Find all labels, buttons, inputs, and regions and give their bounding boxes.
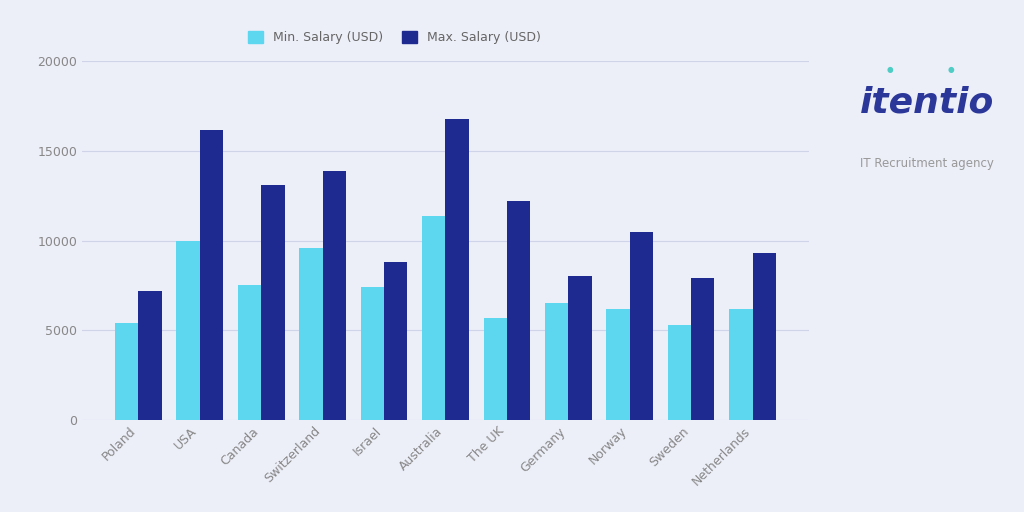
Bar bbox=[668, 325, 691, 420]
Text: IT Recruitment agency: IT Recruitment agency bbox=[860, 157, 993, 170]
Bar bbox=[568, 276, 592, 420]
Bar bbox=[115, 323, 138, 420]
Bar bbox=[691, 279, 715, 420]
Bar bbox=[729, 309, 753, 420]
Bar bbox=[238, 286, 261, 420]
Bar bbox=[507, 201, 530, 420]
Bar bbox=[138, 291, 162, 420]
Bar bbox=[422, 216, 445, 420]
Bar bbox=[323, 171, 346, 420]
Bar bbox=[483, 317, 507, 420]
Text: ●: ● bbox=[948, 65, 954, 74]
Text: itentio: itentio bbox=[859, 86, 994, 119]
Bar bbox=[299, 248, 323, 420]
Bar bbox=[753, 253, 776, 420]
Bar bbox=[606, 309, 630, 420]
Legend: Min. Salary (USD), Max. Salary (USD): Min. Salary (USD), Max. Salary (USD) bbox=[245, 28, 545, 48]
Bar bbox=[200, 130, 223, 420]
Bar bbox=[384, 262, 408, 420]
Bar bbox=[630, 231, 653, 420]
Bar bbox=[445, 119, 469, 420]
Bar bbox=[176, 241, 200, 420]
Bar bbox=[261, 185, 285, 420]
Bar bbox=[360, 287, 384, 420]
Bar bbox=[545, 303, 568, 420]
Text: ●: ● bbox=[887, 65, 893, 74]
